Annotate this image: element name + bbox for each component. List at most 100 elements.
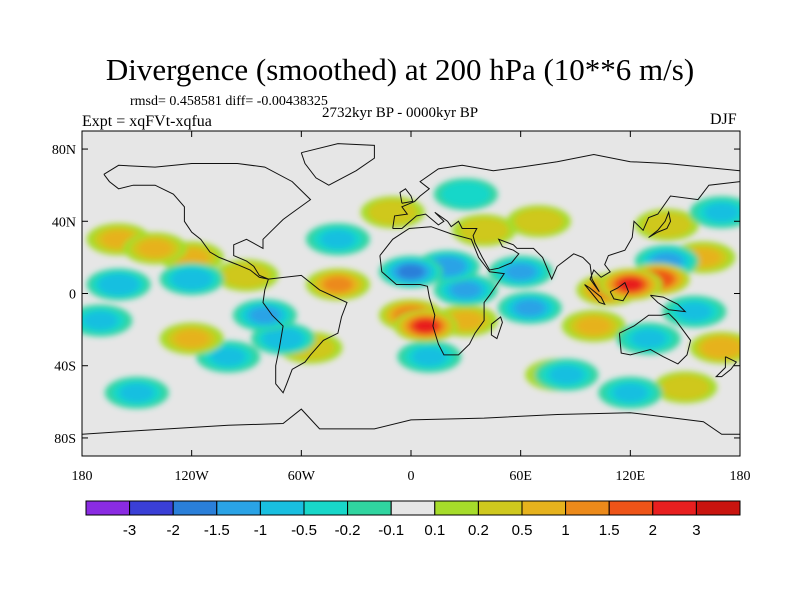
colorbar-label: -0.5 — [291, 522, 317, 539]
field-contour — [250, 307, 280, 324]
field-contour — [323, 276, 353, 293]
colorbar-swatch — [608, 500, 654, 516]
field-feature — [379, 255, 443, 288]
field-contour — [320, 230, 355, 249]
field-contour — [103, 276, 134, 293]
field-feature — [159, 322, 224, 355]
colorbar-label: 1 — [561, 522, 569, 539]
x-tick-label: 60W — [288, 469, 316, 484]
coastline-greenland — [300, 143, 375, 186]
axis-ticks — [81, 131, 741, 456]
colorbar-swatch — [129, 500, 174, 516]
colorbar-label: -2 — [167, 522, 180, 539]
colorbar-label: -0.1 — [378, 522, 404, 539]
field-feature — [561, 310, 626, 342]
coastline-antarctica — [82, 408, 740, 435]
field-feature — [305, 268, 370, 301]
field-feature — [506, 205, 571, 238]
colorbar-swatch — [172, 500, 218, 516]
field-contour — [515, 299, 545, 316]
field-feature — [452, 214, 517, 247]
field-feature — [488, 255, 553, 288]
colorbar: -3 -2 -1.5 -1 -0.5 -0.2 -0.1 0.1 0.2 0.5 1 1.5 2 3 — [85, 500, 741, 539]
colorbar-label: -1.5 — [204, 522, 230, 539]
stats-label: rmsd= 0.458581 diff= -0.00438325 — [130, 94, 328, 109]
y-tick-label: 80S — [54, 432, 76, 447]
colorbar-label: -3 — [123, 522, 136, 539]
field-contour — [448, 185, 483, 204]
field-contour — [451, 281, 481, 298]
field-feature — [159, 263, 224, 296]
coastline-north-america — [103, 163, 312, 280]
colorbar-swatch — [303, 500, 349, 516]
colorbar-swatch — [477, 500, 523, 516]
field-feature — [497, 291, 562, 324]
colorbar-swatch — [521, 500, 567, 516]
colorbar-label: 0.5 — [512, 522, 533, 539]
field-feature — [689, 331, 740, 364]
colorbar-label: 3 — [692, 522, 700, 539]
field-feature — [662, 295, 727, 328]
field-contour — [668, 378, 703, 397]
coastline-new-guinea — [650, 294, 687, 313]
field-feature — [232, 299, 297, 332]
field-contour — [677, 302, 712, 321]
chart-title: Divergence (smoothed) at 200 hPa (10**6 … — [105, 52, 695, 87]
colorbar-swatch — [434, 500, 479, 516]
field-contour — [375, 203, 410, 222]
x-tick-label: 180 — [72, 469, 93, 484]
field-contour — [412, 347, 447, 366]
field-contour — [177, 271, 207, 288]
field-feature — [305, 223, 370, 256]
field-feature — [598, 376, 663, 409]
colorbar-swatch — [259, 500, 305, 516]
y-tick-label: 40S — [54, 360, 76, 375]
field-contour — [467, 221, 502, 240]
field-contour — [649, 215, 685, 234]
x-tick-label: 0 — [408, 469, 415, 484]
coastline-south-america — [262, 274, 348, 394]
colorbar-label: 1.5 — [599, 522, 620, 539]
x-tick-label: 60E — [509, 469, 532, 484]
field-feature — [104, 376, 169, 409]
colorbar-swatch — [347, 500, 392, 516]
colorbar-swatch — [565, 500, 610, 516]
field-contour — [83, 311, 118, 330]
axis-tick-labels: 180 120W 60W 0 60E 120E 180 80N 40N 0 40S 80S — [52, 143, 751, 484]
colorbar-swatch — [216, 500, 261, 516]
experiment-label: Expt = xqFVt-xqfua — [82, 113, 212, 130]
field-feature — [634, 208, 699, 241]
colorbar-label: -1 — [254, 522, 267, 539]
field-feature — [123, 232, 188, 265]
field-feature — [689, 196, 740, 229]
coastlines — [82, 143, 740, 435]
field-contour — [413, 319, 438, 333]
colorbar-label: 2 — [649, 522, 657, 539]
field-contour — [618, 277, 643, 292]
colorbar-label: 0.1 — [424, 522, 445, 539]
field-contour — [549, 365, 584, 384]
coastline-borneo — [609, 281, 630, 302]
coastline-britain — [399, 188, 414, 204]
field-feature — [534, 358, 599, 391]
field-contour — [138, 239, 173, 258]
field-contour — [397, 264, 425, 280]
field-contour — [211, 347, 246, 366]
coastline-new-zealand — [714, 356, 738, 378]
field-contour — [229, 266, 264, 285]
x-tick-label: 120W — [175, 469, 210, 484]
coastline-japan — [648, 210, 672, 238]
colorbar-label: -0.2 — [335, 522, 361, 539]
x-tick-label: 180 — [730, 469, 751, 484]
field-contour — [268, 330, 298, 347]
coastline-africa — [379, 226, 506, 356]
field-feature — [433, 178, 498, 211]
field-feature — [397, 340, 462, 373]
y-tick-label: 0 — [69, 288, 76, 303]
season-label: DJF — [710, 111, 737, 128]
field-contour — [707, 339, 737, 356]
y-tick-label: 40N — [52, 215, 76, 230]
field-contour — [174, 329, 209, 348]
coastline-australia — [618, 312, 692, 365]
